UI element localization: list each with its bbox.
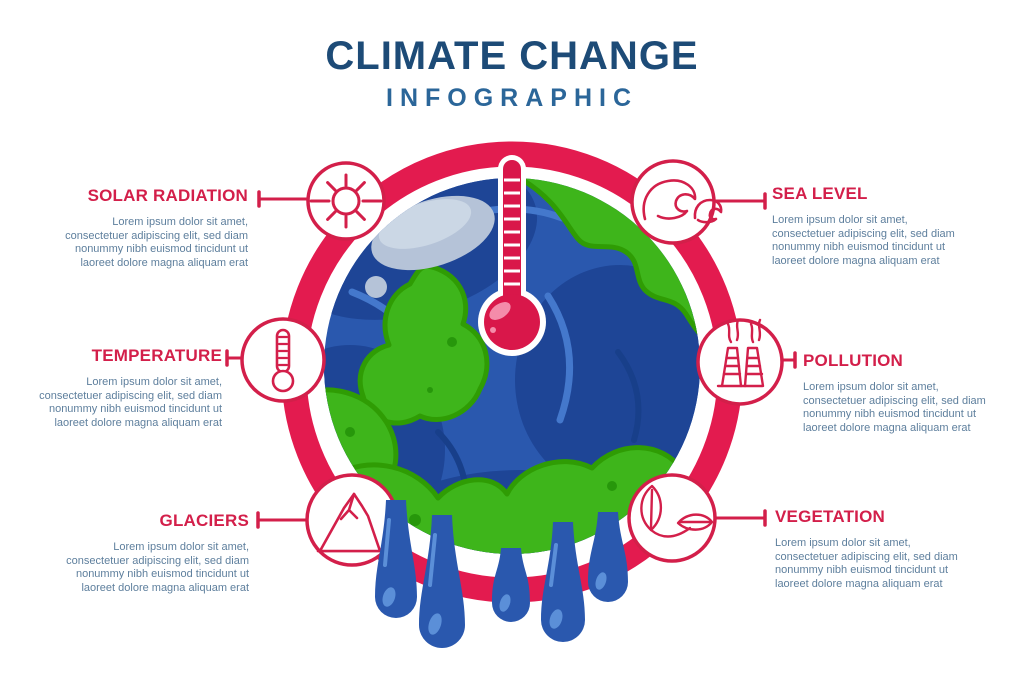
sun-icon	[309, 173, 383, 229]
item-description: Lorem ipsum dolor sit amet, consectetuer…	[65, 216, 248, 269]
vegetation-node	[627, 473, 767, 563]
item-temperature: TEMPERATURE Lorem ipsum dolor sit amet, …	[0, 346, 222, 430]
item-label: VEGETATION	[775, 507, 885, 526]
mountain-icon	[316, 492, 388, 553]
pollution-node	[696, 318, 797, 406]
item-vegetation: VEGETATION Lorem ipsum dolor sit amet, c…	[775, 507, 1015, 591]
item-description: Lorem ipsum dolor sit amet, consectetuer…	[775, 537, 958, 590]
header: CLIMATE CHANGE INFOGRAPHIC	[0, 34, 1024, 113]
sea-level-node	[630, 159, 767, 245]
item-label: GLACIERS	[159, 511, 249, 530]
item-label: SEA LEVEL	[772, 184, 868, 203]
wave-icon	[642, 179, 723, 224]
item-glaciers: GLACIERS Lorem ipsum dolor sit amet, con…	[9, 511, 249, 595]
item-description: Lorem ipsum dolor sit amet, consectetuer…	[39, 376, 222, 429]
item-sea-level: SEA LEVEL Lorem ipsum dolor sit amet, co…	[772, 184, 1012, 268]
solar-radiation-node	[257, 161, 386, 241]
item-pollution: POLLUTION Lorem ipsum dolor sit amet, co…	[803, 351, 1024, 435]
melting-drips	[375, 500, 628, 648]
leaf-icon	[640, 484, 714, 538]
item-label: POLLUTION	[803, 351, 904, 370]
item-solar-radiation: SOLAR RADIATION Lorem ipsum dolor sit am…	[8, 186, 248, 270]
thermometer-graphic	[478, 155, 546, 356]
factory-icon	[716, 318, 765, 388]
item-label: TEMPERATURE	[91, 346, 222, 365]
item-description: Lorem ipsum dolor sit amet, consectetuer…	[772, 214, 955, 267]
thermometer-icon	[271, 328, 295, 393]
icon-circle	[630, 159, 716, 245]
item-label: SOLAR RADIATION	[87, 186, 248, 205]
page-title: CLIMATE CHANGE	[325, 34, 699, 78]
item-description: Lorem ipsum dolor sit amet, consectetuer…	[803, 381, 986, 434]
page-subtitle: INFOGRAPHIC	[386, 84, 638, 112]
temperature-node	[225, 317, 326, 403]
icon-circle	[696, 318, 784, 406]
item-description: Lorem ipsum dolor sit amet, consectetuer…	[66, 541, 249, 594]
glaciers-node	[256, 473, 399, 567]
earth-illustration	[324, 178, 700, 554]
icon-circle	[627, 473, 717, 563]
